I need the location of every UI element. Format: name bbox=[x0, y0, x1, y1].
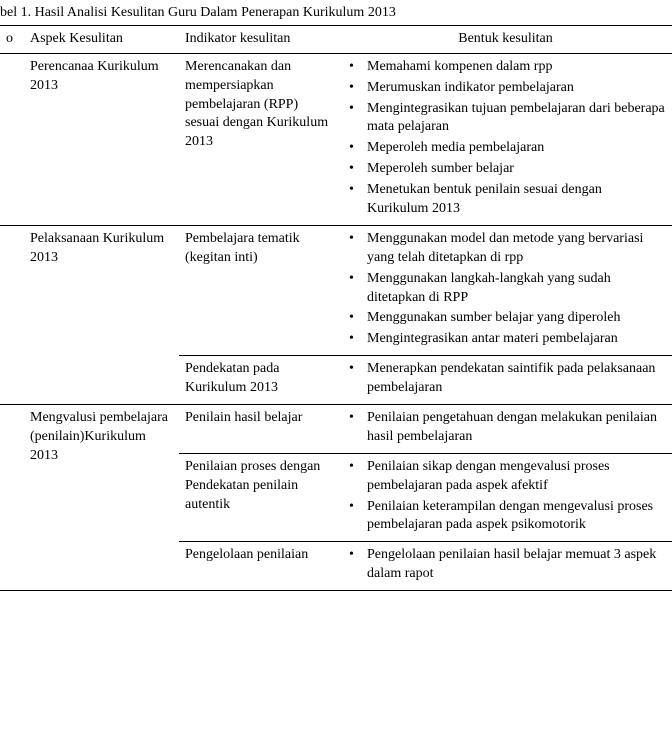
table-row: Pelaksanaan Kurikulum 2013Pembelajara te… bbox=[0, 225, 672, 355]
cell-bentuk: Penilaian pengetahuan dengan melakukan p… bbox=[339, 405, 672, 454]
bentuk-list: Menggunakan model dan metode yang bervar… bbox=[345, 230, 666, 349]
list-item: Pengelolaan penilaian hasil belajar memu… bbox=[345, 546, 666, 584]
cell-no bbox=[0, 225, 24, 404]
cell-indikator: Penilain hasil belajar bbox=[179, 405, 339, 454]
table-header-row: o Aspek Kesulitan Indikator kesulitan Be… bbox=[0, 25, 672, 53]
analysis-table: o Aspek Kesulitan Indikator kesulitan Be… bbox=[0, 25, 672, 591]
list-item: Merumuskan indikator pembelajaran bbox=[345, 79, 666, 98]
bentuk-list: Penilaian pengetahuan dengan melakukan p… bbox=[345, 409, 666, 447]
cell-no bbox=[0, 405, 24, 591]
cell-bentuk: Pengelolaan penilaian hasil belajar memu… bbox=[339, 542, 672, 591]
header-no: o bbox=[0, 25, 24, 53]
cell-aspek: Mengvalusi pembelajara (penilain)Kurikul… bbox=[24, 405, 179, 591]
header-bentuk: Bentuk kesulitan bbox=[339, 25, 672, 53]
list-item: Menggunakan model dan metode yang bervar… bbox=[345, 230, 666, 268]
cell-bentuk: Menerapkan pendekatan saintifik pada pel… bbox=[339, 356, 672, 405]
list-item: Menerapkan pendekatan saintifik pada pel… bbox=[345, 360, 666, 398]
list-item: Penilaian pengetahuan dengan melakukan p… bbox=[345, 409, 666, 447]
list-item: Menetukan bentuk penilain sesuai dengan … bbox=[345, 181, 666, 219]
table-title: bel 1. Hasil Analisi Kesulitan Guru Dala… bbox=[0, 0, 672, 25]
list-item: Menggunakan langkah-langkah yang sudah d… bbox=[345, 270, 666, 308]
list-item: Mengintegrasikan antar materi pembelajar… bbox=[345, 330, 666, 349]
cell-indikator: Penilaian proses dengan Pendekatan penil… bbox=[179, 453, 339, 542]
list-item: Penilaian sikap dengan mengevalusi prose… bbox=[345, 458, 666, 496]
list-item: Penilaian keterampilan dengan mengevalus… bbox=[345, 498, 666, 536]
cell-bentuk: Penilaian sikap dengan mengevalusi prose… bbox=[339, 453, 672, 542]
cell-aspek: Pelaksanaan Kurikulum 2013 bbox=[24, 225, 179, 404]
list-item: Menggunakan sumber belajar yang diperole… bbox=[345, 309, 666, 328]
cell-indikator: Pengelolaan penilaian bbox=[179, 542, 339, 591]
cell-indikator: Pembelajara tematik (kegitan inti) bbox=[179, 225, 339, 355]
header-aspek: Aspek Kesulitan bbox=[24, 25, 179, 53]
list-item: Mengintegrasikan tujuan pembelajaran dar… bbox=[345, 100, 666, 138]
list-item: Meperoleh media pembelajaran bbox=[345, 139, 666, 158]
cell-indikator: Merencanakan dan mempersiapkan pembelaja… bbox=[179, 53, 339, 225]
list-item: Memahami kompenen dalam rpp bbox=[345, 58, 666, 77]
cell-bentuk: Memahami kompenen dalam rpp Merumuskan in… bbox=[339, 53, 672, 225]
list-item: Meperoleh sumber belajar bbox=[345, 160, 666, 179]
bentuk-list: Pengelolaan penilaian hasil belajar memu… bbox=[345, 546, 666, 584]
cell-aspek: Perencanaa Kurikulum 2013 bbox=[24, 53, 179, 225]
table-body: Perencanaa Kurikulum 2013Merencanakan da… bbox=[0, 53, 672, 590]
bentuk-list: Memahami kompenen dalam rpp Merumuskan in… bbox=[345, 58, 666, 219]
header-indikator: Indikator kesulitan bbox=[179, 25, 339, 53]
cell-no bbox=[0, 53, 24, 225]
cell-bentuk: Menggunakan model dan metode yang bervar… bbox=[339, 225, 672, 355]
table-row: Mengvalusi pembelajara (penilain)Kurikul… bbox=[0, 405, 672, 454]
cell-indikator: Pendekatan pada Kurikulum 2013 bbox=[179, 356, 339, 405]
bentuk-list: Menerapkan pendekatan saintifik pada pel… bbox=[345, 360, 666, 398]
bentuk-list: Penilaian sikap dengan mengevalusi prose… bbox=[345, 458, 666, 536]
table-row: Perencanaa Kurikulum 2013Merencanakan da… bbox=[0, 53, 672, 225]
